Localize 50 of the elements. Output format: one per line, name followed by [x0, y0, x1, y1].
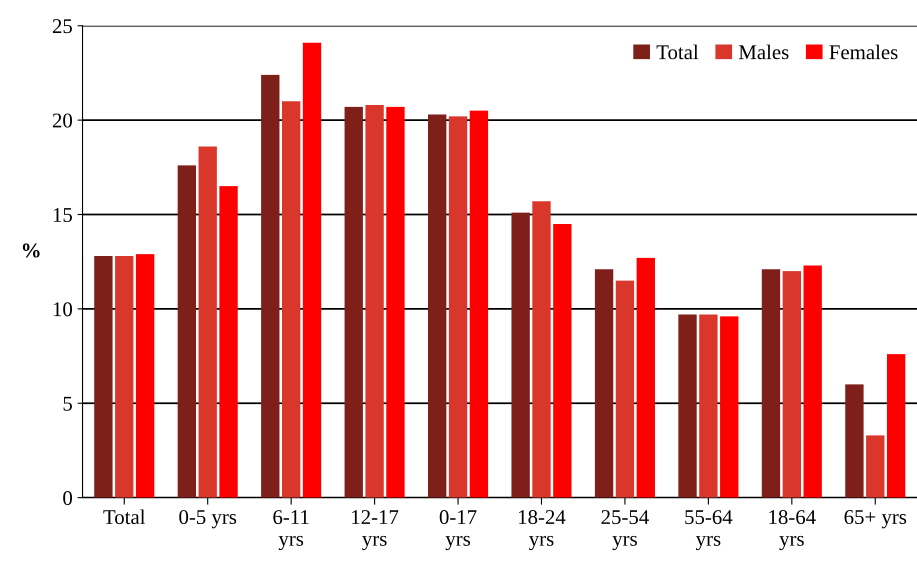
bar [302, 42, 322, 498]
bar [886, 354, 906, 498]
bar [261, 74, 280, 498]
y-tick-label: 20 [52, 113, 72, 128]
y-tick-label: 5 [64, 396, 72, 411]
bar [782, 271, 802, 498]
bar [198, 146, 217, 498]
bar [511, 212, 530, 498]
bar [594, 269, 614, 498]
bar [804, 265, 822, 498]
x-tick-label: 18-64 yrs [769, 510, 816, 550]
bar [678, 314, 697, 498]
x-tick-label: 65+ yrs [844, 510, 906, 528]
bar [219, 186, 238, 498]
bar [866, 435, 884, 498]
x-tick-label: 0-17 yrs [440, 510, 477, 550]
bar [94, 256, 113, 498]
bar [386, 106, 405, 498]
bar [282, 101, 300, 498]
bar [344, 106, 363, 498]
bar [553, 224, 572, 498]
bar [616, 280, 634, 498]
bar [178, 165, 196, 498]
legend-label: Total [656, 44, 698, 60]
bar [699, 314, 718, 498]
y-tick-label: 15 [54, 208, 72, 222]
x-tick-label: 6-11 yrs [273, 510, 309, 550]
bar [720, 316, 738, 498]
x-tick-label: 12-17 yrs [352, 510, 398, 550]
legend-label: Males [738, 44, 788, 60]
y-tick-label: 0 [63, 491, 72, 506]
bar [428, 114, 446, 498]
bar [470, 110, 488, 498]
bar [365, 105, 384, 498]
bar [532, 201, 551, 498]
x-tick-label: 25-54 yrs [602, 510, 649, 550]
y-tick-label: 25 [52, 19, 72, 34]
y-tick-label: 10 [54, 302, 72, 316]
y-axis-title: % [22, 243, 40, 258]
x-tick-label: 0-5 yrs [179, 510, 236, 528]
bar [136, 254, 154, 498]
bar [448, 116, 468, 498]
x-tick-label: 18-24 yrs [519, 510, 566, 550]
x-tick-label: 55-64 yrs [685, 510, 732, 550]
bar [636, 258, 655, 498]
bar [115, 256, 134, 498]
bar [762, 269, 780, 498]
bar [845, 384, 864, 498]
legend-label: Females [829, 44, 898, 60]
x-tick-label: Total [103, 509, 146, 524]
